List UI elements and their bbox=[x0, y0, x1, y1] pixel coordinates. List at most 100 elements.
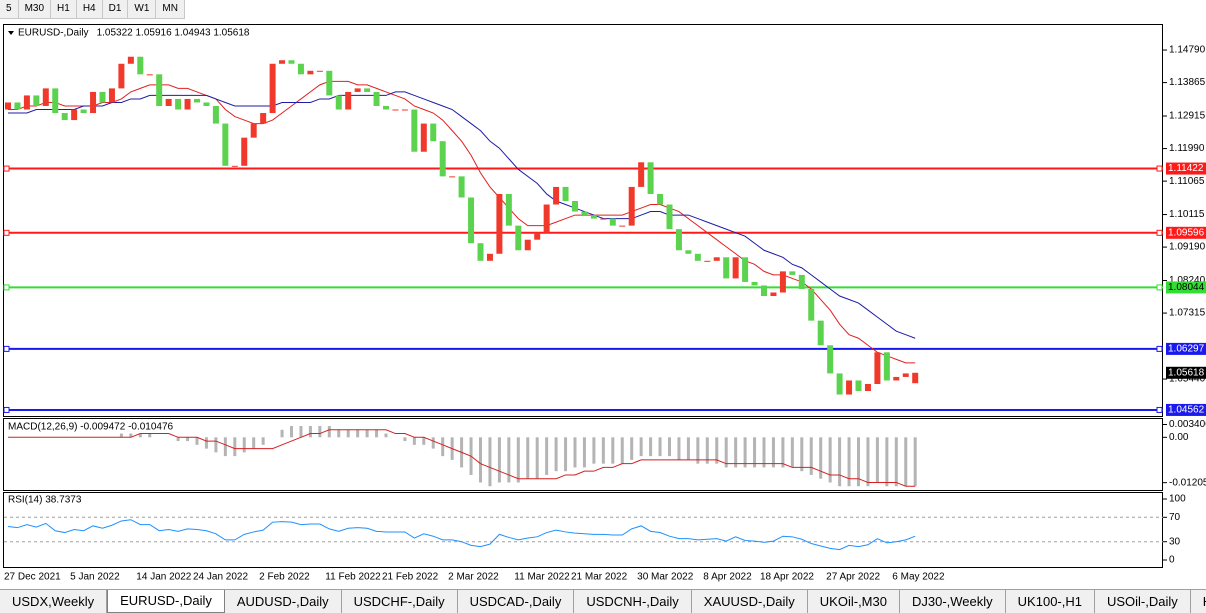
chart-tab[interactable]: AUDUSD-,Daily bbox=[225, 590, 342, 613]
macd-bar bbox=[138, 433, 142, 438]
macd-bar bbox=[857, 437, 860, 487]
candle-body bbox=[71, 109, 78, 121]
macd-bar bbox=[318, 426, 322, 438]
chart-tab[interactable]: UK100-,H1 bbox=[1006, 590, 1095, 613]
candle-body bbox=[392, 109, 399, 111]
chart: 1.14790 1.13865 1.12915 1.11990 1.11065 1.101… bbox=[3, 24, 1206, 583]
macd-bar bbox=[573, 437, 577, 468]
candle-body bbox=[543, 204, 550, 233]
candle-body bbox=[647, 162, 654, 194]
candle-body bbox=[194, 98, 200, 103]
candle-body bbox=[14, 102, 21, 110]
macd-bar bbox=[885, 437, 889, 487]
chart-tab[interactable]: USDCNH-,Daily bbox=[574, 590, 692, 613]
level-handle bbox=[3, 284, 10, 291]
chart-tab[interactable]: USDCAD-,Daily bbox=[458, 590, 575, 613]
macd-bar bbox=[223, 437, 227, 457]
y-tick-label: 1.13865 bbox=[1169, 77, 1206, 88]
macd-bar bbox=[422, 437, 426, 445]
chart-tab[interactable]: USDX,Weekly bbox=[0, 590, 108, 613]
candle-body bbox=[562, 186, 569, 201]
macd-bar bbox=[677, 437, 681, 460]
x-tick-label: 6 May 2022 bbox=[892, 572, 945, 583]
macd-bar bbox=[346, 429, 350, 438]
menu-arrow[interactable] bbox=[8, 31, 14, 35]
candle-body bbox=[411, 109, 418, 152]
chart-tab[interactable]: EURUSD-,Daily bbox=[107, 590, 225, 613]
candle-body bbox=[146, 74, 153, 76]
macd-bar bbox=[894, 437, 898, 487]
level-handle bbox=[3, 345, 10, 352]
candle-body bbox=[524, 239, 531, 251]
candle-body bbox=[855, 380, 862, 392]
candle-body bbox=[458, 176, 465, 198]
candle-body bbox=[222, 123, 229, 166]
candle-body bbox=[99, 91, 106, 103]
macd-bar bbox=[649, 437, 653, 457]
level-handle bbox=[1156, 345, 1163, 352]
level-label: 1.09596 bbox=[1168, 227, 1205, 238]
macd-bar bbox=[261, 437, 265, 445]
timeframe-button[interactable]: D1 bbox=[103, 0, 129, 18]
candle-body bbox=[184, 98, 191, 110]
chart-tab[interactable]: XAUUSD-,Daily bbox=[692, 590, 808, 613]
candle-body bbox=[354, 88, 361, 92]
chart-tab[interactable]: HK50-,H bbox=[1191, 590, 1206, 613]
macd-bar bbox=[176, 437, 180, 442]
chart-tab[interactable]: USDCHF-,Daily bbox=[342, 590, 458, 613]
candle-body bbox=[250, 123, 257, 138]
macd-bar bbox=[771, 437, 775, 468]
candle-body bbox=[401, 109, 408, 111]
x-tick-label: 11 Mar 2022 bbox=[514, 572, 570, 583]
macd-bar bbox=[441, 437, 445, 457]
level-handle bbox=[1156, 229, 1163, 236]
timeframe-button[interactable]: MN bbox=[156, 0, 185, 18]
macd-bar bbox=[753, 437, 757, 468]
candle-body bbox=[912, 372, 919, 384]
level-label-box bbox=[1166, 226, 1206, 239]
candle-body bbox=[675, 229, 682, 251]
candle-body bbox=[335, 95, 342, 110]
candle-body bbox=[316, 70, 323, 72]
macd-bar bbox=[337, 429, 341, 438]
candle-body bbox=[657, 193, 664, 205]
timeframe-button[interactable]: 5 bbox=[0, 0, 19, 18]
y-tick-label: 0 bbox=[1169, 555, 1175, 566]
macd-bar bbox=[214, 437, 218, 453]
chart-tab[interactable]: USOil-,Daily bbox=[1095, 590, 1191, 613]
y-tick-label: 1.10115 bbox=[1169, 209, 1205, 220]
candle-body bbox=[203, 102, 210, 106]
x-tick-label: 21 Feb 2022 bbox=[382, 572, 439, 583]
candle-body bbox=[175, 98, 182, 110]
y-tick-label: -0.01205 bbox=[1169, 477, 1206, 488]
timeframe-button[interactable]: M30 bbox=[19, 0, 52, 18]
timeframe-button[interactable]: H1 bbox=[51, 0, 77, 18]
y-tick-label: 100 bbox=[1169, 494, 1186, 505]
timeframe-button[interactable]: H4 bbox=[77, 0, 103, 18]
chart-tab[interactable]: UKOil-,M30 bbox=[808, 590, 900, 613]
x-tick-label: 2 Feb 2022 bbox=[259, 572, 310, 583]
level-label: 1.06297 bbox=[1168, 344, 1205, 355]
timeframe-button[interactable]: W1 bbox=[128, 0, 157, 18]
main-panel bbox=[3, 24, 1163, 417]
macd-bar bbox=[715, 437, 719, 464]
candle-body bbox=[52, 88, 59, 114]
macd-bar bbox=[639, 437, 643, 457]
candle-body bbox=[779, 271, 786, 293]
candle-body bbox=[694, 253, 701, 261]
last-price-box bbox=[1166, 366, 1206, 379]
macd-bar bbox=[497, 437, 501, 483]
macd-bar bbox=[564, 437, 568, 472]
candle-body bbox=[468, 197, 475, 244]
macd-bar bbox=[403, 437, 407, 442]
macd-bar bbox=[204, 437, 208, 449]
level-handle bbox=[1156, 284, 1163, 291]
x-tick-label: 27 Dec 2021 bbox=[4, 572, 61, 583]
chart-tab[interactable]: DJ30-,Weekly bbox=[900, 590, 1006, 613]
candle-body bbox=[449, 176, 456, 178]
candle-body bbox=[619, 225, 626, 227]
candle-body bbox=[883, 352, 890, 381]
level-handle bbox=[1156, 406, 1163, 413]
macd-bar bbox=[129, 433, 133, 438]
